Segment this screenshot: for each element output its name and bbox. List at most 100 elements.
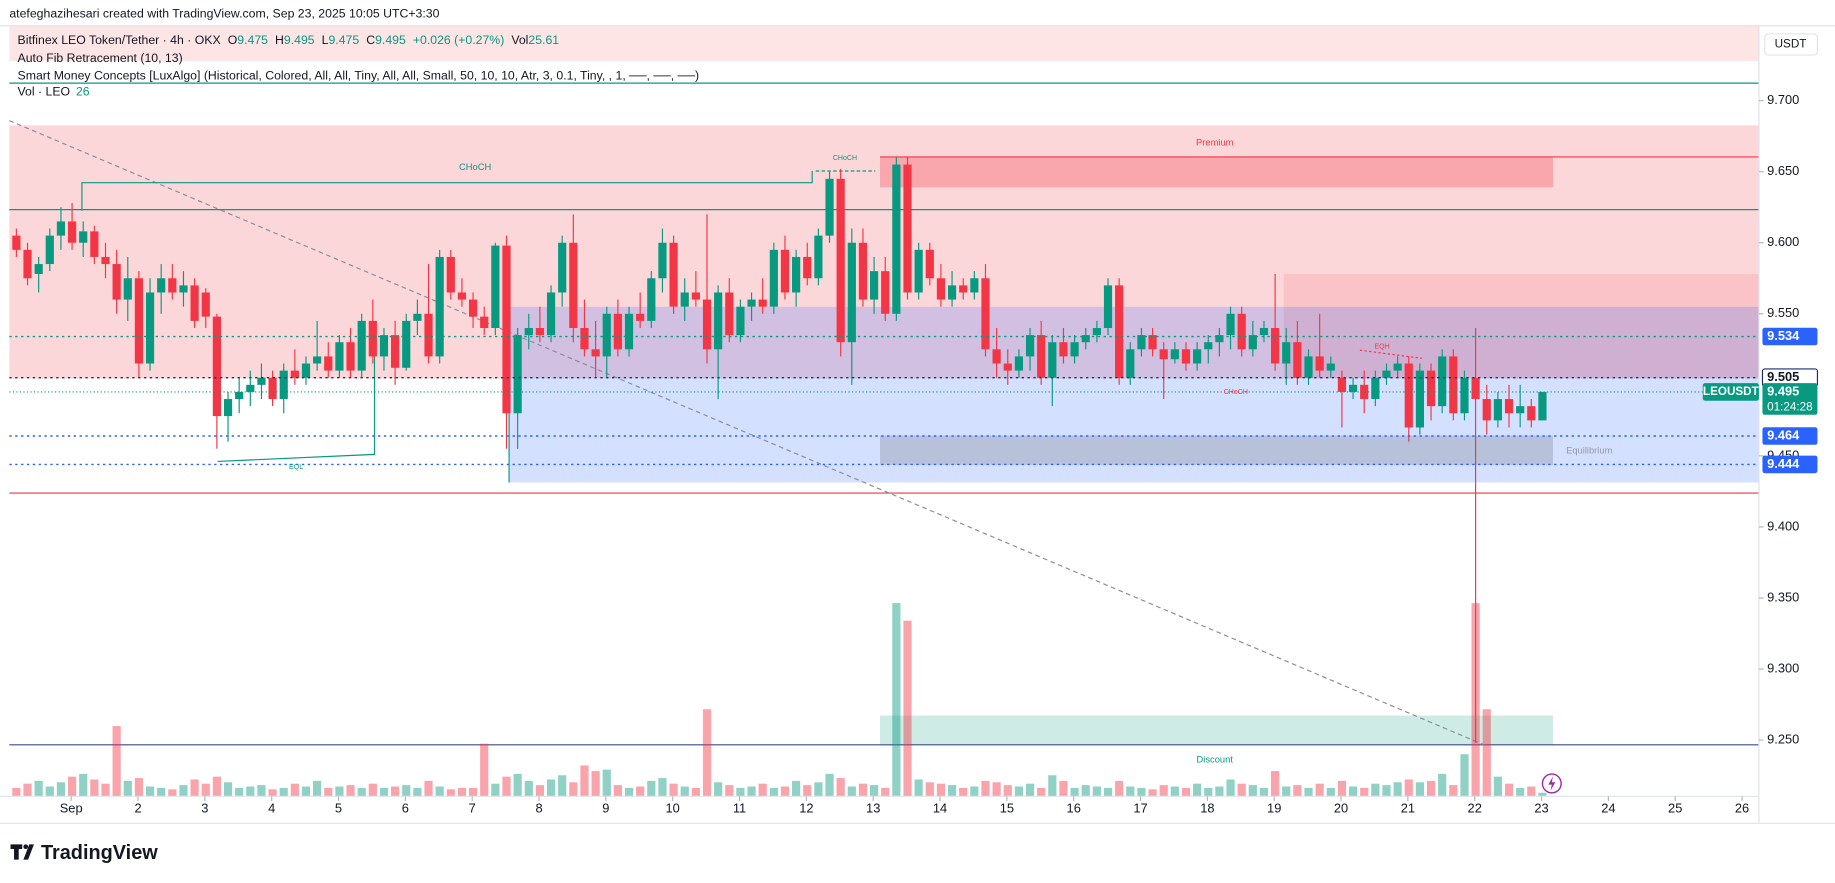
x-tick-label: 15 (1000, 801, 1014, 816)
annotation: EQL (289, 464, 303, 471)
candle-body (535, 327, 545, 336)
volume-bar (847, 786, 856, 797)
candle-body (691, 292, 700, 300)
candle-body (246, 384, 255, 392)
x-tick-label: 25 (1668, 801, 1682, 816)
legend-prefix: L (322, 33, 329, 47)
volume-bar (647, 780, 656, 797)
volume-bar (56, 782, 66, 797)
legend-value: 9.495 (284, 33, 315, 47)
candle-body (658, 242, 667, 279)
volume-bar (992, 782, 1001, 797)
volume-bar (179, 785, 188, 797)
candle-body (1059, 342, 1068, 357)
volume-bar (613, 785, 622, 797)
volume-bar (714, 782, 723, 797)
candle-body (1438, 356, 1447, 407)
candle-body (1092, 327, 1101, 336)
annotation: Discount (1197, 755, 1234, 765)
x-tick-label: 4 (268, 801, 275, 816)
volume-bar (1516, 787, 1525, 797)
volume-bar (424, 780, 433, 797)
countdown: 01:24:28 (1767, 400, 1812, 413)
volume-bar (90, 779, 99, 797)
candle-body (1126, 349, 1135, 378)
volume-bar (1081, 785, 1090, 797)
volume-bar (379, 787, 389, 797)
volume-bar (1382, 785, 1391, 797)
volume-bar (881, 787, 890, 797)
volume-bar (34, 780, 43, 797)
volume-bar (903, 620, 912, 797)
volume-bar (780, 786, 790, 797)
candle-body (179, 285, 188, 293)
x-tick-label: Sep (60, 801, 83, 816)
volume-bar (1237, 783, 1246, 797)
candle-body (23, 249, 32, 279)
x-tick-label: 12 (799, 801, 813, 816)
x-tick-label: 14 (933, 801, 947, 816)
volume-bar (145, 786, 155, 797)
candle-body (580, 327, 589, 350)
current-price-box (1762, 383, 1818, 415)
volume-legend-name: Vol · LEO (18, 85, 71, 99)
volume-bar (680, 786, 689, 797)
candle-body (1337, 377, 1347, 392)
candle-body (1037, 335, 1046, 378)
eql-line (217, 351, 376, 462)
legend-value: 9.475 (328, 33, 359, 47)
volume-bar (1271, 771, 1280, 797)
candle-body (157, 278, 166, 293)
volume-bar (792, 780, 801, 797)
candle-body (480, 316, 489, 328)
volume-bar (435, 786, 444, 797)
candle-body (1193, 349, 1202, 364)
x-tick-label: 9 (602, 801, 609, 816)
volume-bar (558, 775, 567, 797)
candle-body (279, 370, 288, 400)
candle-body (468, 299, 478, 317)
candle-body (569, 242, 578, 328)
volume-bar (1415, 782, 1425, 797)
indicator: Auto Fib Retracement (10, 13) (18, 51, 183, 65)
candle-body (936, 278, 946, 300)
candle-body (925, 249, 934, 279)
annotation: CHoCH (459, 162, 491, 172)
volume-bar (736, 787, 745, 797)
candle-body (56, 221, 66, 236)
legend-change: +0.026 (+0.27%) (413, 33, 504, 47)
volume-bar (279, 787, 288, 797)
candle-body (769, 249, 778, 307)
currency-button[interactable] (1764, 33, 1819, 56)
volume-bar (235, 787, 244, 797)
x-tick-label: 16 (1067, 801, 1081, 816)
x-tick-label: 8 (535, 801, 542, 816)
candle-body (1404, 363, 1413, 428)
candle-body (301, 363, 311, 378)
candle-body (1282, 342, 1291, 364)
candle-body (1259, 327, 1269, 336)
volume-bar (591, 771, 600, 797)
volume-bar (134, 778, 144, 797)
volume-bar (457, 787, 467, 797)
currency[interactable]: USDT (1775, 38, 1807, 51)
candle-body (90, 231, 99, 257)
candle-body (1516, 406, 1525, 414)
volume-bar (524, 780, 533, 797)
candle-body (357, 320, 366, 371)
price-label: 9.505 (1767, 369, 1799, 384)
volume-bar (1025, 783, 1035, 797)
candle-body (268, 377, 277, 400)
candle-body (123, 278, 132, 300)
candle-body (1103, 285, 1113, 328)
candle-body (1003, 363, 1012, 371)
x-tick-label: 24 (1601, 801, 1615, 816)
candle-body (513, 335, 522, 414)
candle-body (736, 306, 745, 336)
volume-bar (212, 776, 221, 797)
candle-body (1081, 335, 1090, 343)
indicator: Smart Money Concepts [LuxAlgo] (Historic… (18, 68, 700, 82)
volume-bar (1226, 779, 1235, 797)
volume-bar (201, 783, 210, 797)
logo (10, 844, 34, 860)
